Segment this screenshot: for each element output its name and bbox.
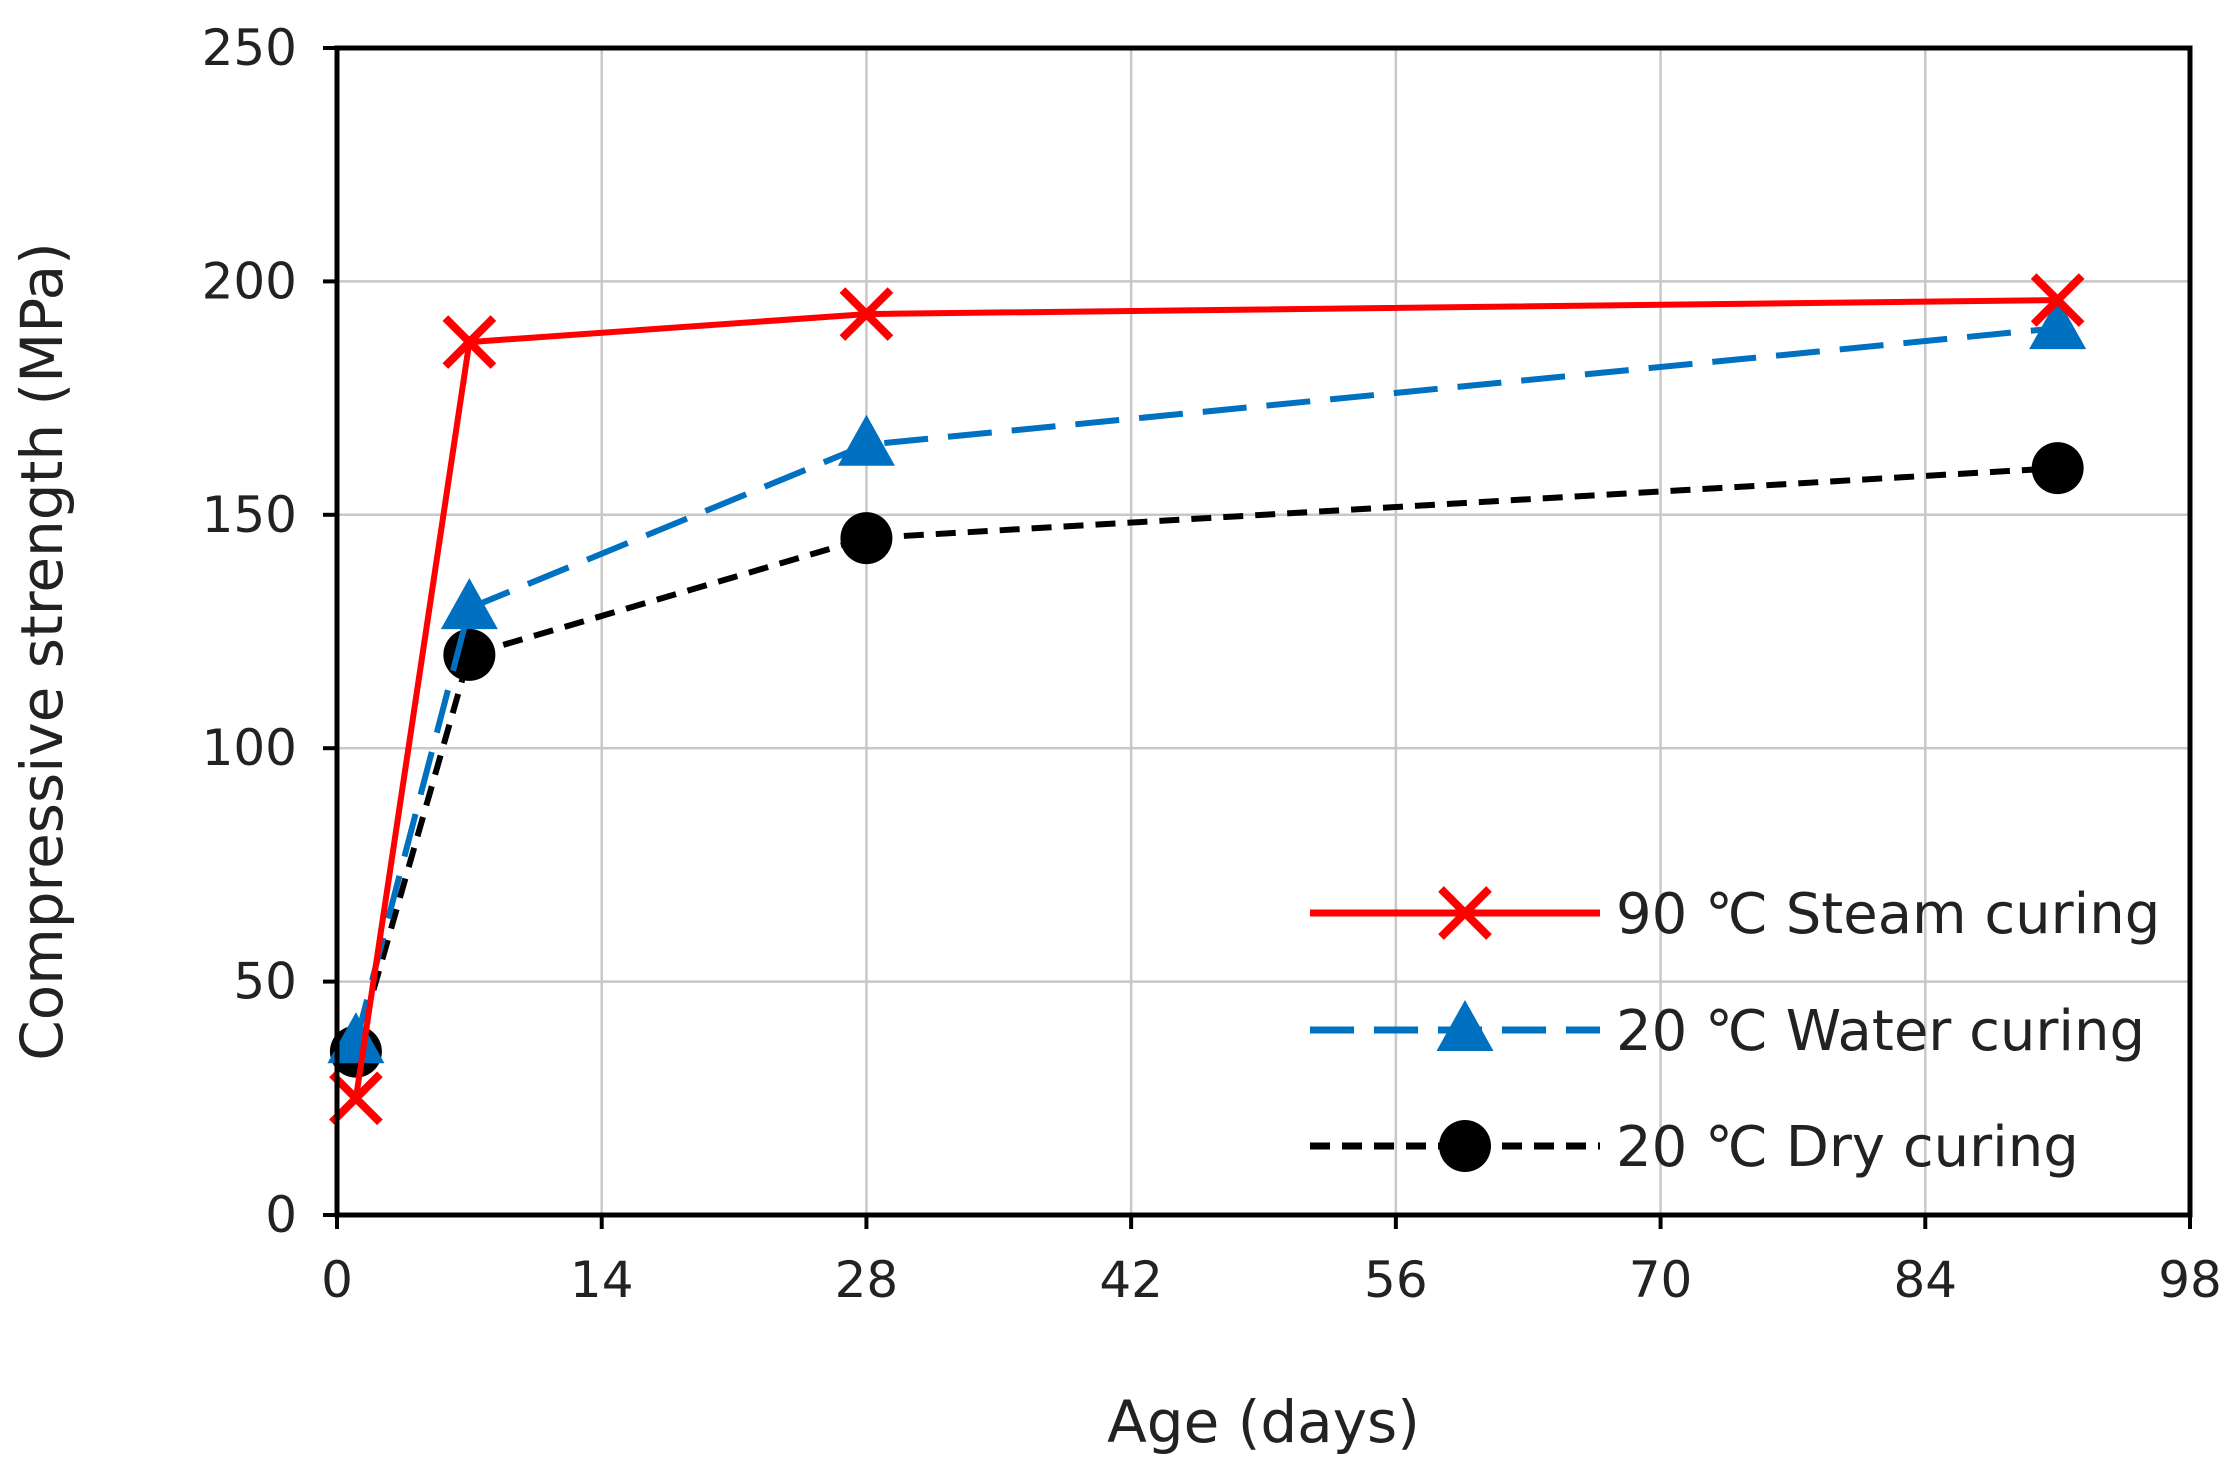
legend-entry: 20 ℃ Water curing: [1310, 999, 2145, 1064]
data-point: [442, 315, 497, 369]
x-tick-label: 70: [1629, 1251, 1693, 1309]
data-point: [329, 1071, 383, 1126]
y-axis-title: Compressive strength (MPa): [8, 242, 76, 1061]
y-tick-label: 150: [202, 486, 297, 544]
data-point: [2031, 442, 2084, 495]
x-tick-label: 42: [1099, 1251, 1163, 1309]
legend-marker: [1439, 1120, 1491, 1172]
data-point: [2030, 273, 2085, 327]
x-tick-label: 14: [570, 1251, 634, 1309]
data-point: [2029, 298, 2087, 350]
series-line: [352, 297, 2058, 1099]
legend-entry: 90 ℃ Steam curing: [1310, 882, 2160, 947]
data-point: [327, 1012, 385, 1064]
legend-marker: [1438, 886, 1492, 940]
axis-ticks: 0 14 28 42 56 70 84 98 0 50 100 150 200 250: [202, 19, 2222, 1309]
y-tick-label: 250: [202, 19, 297, 77]
series-line: [353, 325, 2058, 1044]
data-point: [440, 578, 498, 630]
x-tick-label: 56: [1364, 1251, 1428, 1309]
data-point: [837, 414, 895, 466]
series-layer: [327, 273, 2087, 1126]
x-axis-title: Age (days): [1107, 1388, 1420, 1456]
data-point: [839, 287, 894, 341]
legend-label: 20 ℃ Water curing: [1616, 999, 2145, 1064]
y-tick-label: 50: [233, 953, 297, 1011]
legend: 90 ℃ Steam curing 20 ℃ Water curing 20 ℃ D…: [1310, 882, 2160, 1180]
x-tick-label: 98: [2158, 1251, 2222, 1309]
legend-entry: 20 ℃ Dry curing: [1310, 1115, 2079, 1180]
data-point: [443, 628, 496, 681]
series-2: [327, 298, 2087, 1064]
legend-label: 20 ℃ Dry curing: [1616, 1115, 2079, 1180]
data-point: [840, 512, 893, 565]
x-tick-label: 84: [1893, 1251, 1957, 1309]
y-tick-label: 200: [202, 252, 297, 310]
legend-label: 90 ℃ Steam curing: [1616, 882, 2160, 947]
y-tick-label: 100: [202, 719, 297, 777]
y-tick-label: 0: [265, 1186, 297, 1244]
series-line: [353, 465, 2058, 1053]
x-tick-label: 28: [835, 1251, 899, 1309]
legend-marker: [1436, 1000, 1494, 1051]
plot-area-border: [334, 45, 2193, 1218]
series-1: [329, 273, 2085, 1126]
gridlines: [337, 48, 2190, 1215]
x-tick-label: 0: [321, 1251, 353, 1309]
